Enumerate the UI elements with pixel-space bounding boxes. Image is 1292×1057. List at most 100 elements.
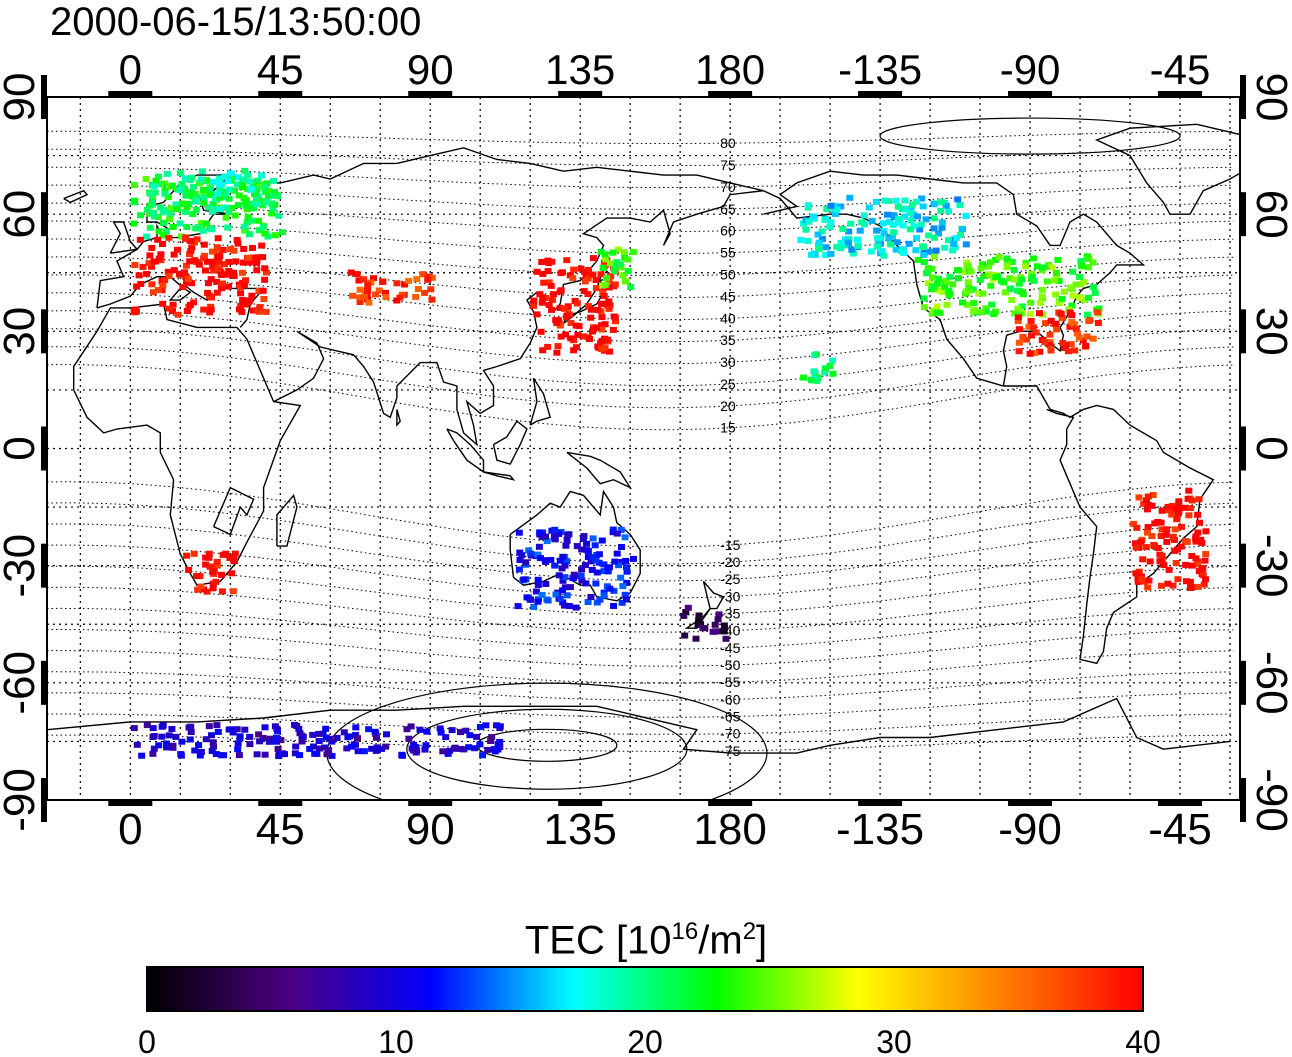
tec-cell bbox=[1037, 299, 1045, 306]
tec-cell bbox=[975, 290, 983, 297]
tec-cell bbox=[260, 296, 268, 302]
right-lat-label: -90 bbox=[1247, 768, 1292, 832]
tec-cell bbox=[1174, 503, 1182, 510]
tec-cell bbox=[1014, 318, 1022, 325]
tec-cell bbox=[209, 263, 217, 270]
tec-cell bbox=[522, 559, 530, 566]
magnetic-contour bbox=[47, 256, 1234, 299]
left-lat-label: -30 bbox=[0, 534, 44, 598]
tec-cell bbox=[148, 263, 155, 270]
tec-cell bbox=[191, 257, 199, 264]
tec-cell bbox=[165, 234, 173, 241]
lat-tick-bar bbox=[41, 778, 47, 822]
tec-cell bbox=[587, 314, 595, 321]
tec-cell bbox=[1008, 297, 1016, 303]
tec-cell bbox=[1185, 487, 1193, 494]
tec-cell bbox=[577, 573, 585, 579]
tec-cell bbox=[930, 234, 938, 241]
tec-cell bbox=[1047, 347, 1055, 354]
tec-cell bbox=[563, 558, 571, 565]
tec-cell bbox=[213, 558, 221, 565]
tec-cell bbox=[148, 281, 156, 288]
tec-cell bbox=[240, 282, 248, 289]
tec-cell bbox=[1067, 284, 1075, 291]
tec-cell bbox=[130, 725, 138, 732]
tec-cell bbox=[1162, 531, 1170, 538]
tec-cell bbox=[1285, 733, 1292, 739]
tec-cell bbox=[592, 277, 600, 284]
lat-tick-bar bbox=[1240, 75, 1246, 119]
tec-cell bbox=[213, 244, 221, 251]
tec-cell bbox=[618, 599, 626, 606]
tec-cell bbox=[360, 748, 368, 755]
tec-cell bbox=[165, 732, 173, 739]
tec-cell bbox=[215, 259, 223, 266]
tec-cell bbox=[315, 730, 323, 737]
lon-tick-bar bbox=[108, 800, 153, 806]
tec-cell bbox=[624, 268, 632, 275]
tec-cell bbox=[149, 725, 157, 732]
tec-cell bbox=[146, 224, 154, 231]
magnetic-contour bbox=[47, 502, 1234, 565]
tec-cell bbox=[177, 751, 185, 758]
lat-tick-bar bbox=[1240, 543, 1246, 588]
tec-cell bbox=[370, 275, 377, 282]
lon-tick-bar bbox=[408, 91, 453, 97]
tec-cell bbox=[562, 542, 570, 549]
contour-label: 55 bbox=[720, 245, 736, 261]
tec-cell bbox=[1026, 350, 1034, 357]
tec-cell bbox=[205, 204, 213, 211]
tec-cell bbox=[414, 286, 422, 293]
magnetic-contour bbox=[47, 130, 1234, 144]
tec-cell bbox=[845, 228, 853, 235]
tec-cell bbox=[889, 221, 897, 228]
tec-cell bbox=[538, 259, 546, 265]
tec-cell bbox=[182, 209, 190, 215]
tec-cell bbox=[1186, 578, 1194, 585]
tec-cell bbox=[1068, 312, 1076, 319]
tec-cell bbox=[910, 223, 918, 230]
tec-cell bbox=[149, 201, 157, 208]
tec-cell bbox=[933, 280, 941, 287]
tec-cell bbox=[895, 215, 902, 222]
frame-tick-bars bbox=[41, 75, 1246, 822]
tec-cell bbox=[807, 251, 815, 258]
tec-cell bbox=[206, 186, 214, 193]
left-lat-label: 0 bbox=[0, 436, 44, 460]
tec-cell bbox=[552, 591, 560, 598]
tec-cell bbox=[805, 218, 813, 225]
tec-cell bbox=[1078, 262, 1086, 269]
tec-region bbox=[680, 604, 730, 642]
tec-cell bbox=[231, 187, 239, 194]
tec-cell bbox=[354, 748, 362, 755]
tec-cell bbox=[241, 227, 249, 234]
tec-cell bbox=[147, 190, 155, 197]
tec-cell bbox=[151, 189, 159, 196]
tec-cell bbox=[457, 745, 465, 752]
tec-cell bbox=[895, 219, 903, 226]
tec-cell bbox=[543, 538, 551, 545]
tec-cell bbox=[597, 339, 605, 346]
contour-label: -20 bbox=[720, 554, 740, 570]
tec-cell bbox=[800, 374, 807, 381]
tec-cell bbox=[253, 267, 261, 274]
tec-cell bbox=[220, 188, 228, 195]
tec-cell bbox=[246, 733, 254, 740]
tec-cell bbox=[131, 197, 139, 204]
tec-cell bbox=[158, 733, 166, 740]
tec-cell bbox=[1247, 727, 1254, 733]
tec-cell bbox=[249, 245, 256, 251]
tec-cell bbox=[183, 552, 191, 559]
tec-cell bbox=[208, 748, 216, 754]
tec-cell bbox=[536, 291, 544, 298]
tec-cell bbox=[985, 271, 993, 278]
tec-cell bbox=[227, 170, 235, 177]
tec-cell bbox=[219, 280, 226, 287]
tec-cell bbox=[1059, 339, 1067, 346]
tec-cell bbox=[609, 526, 617, 533]
tec-cell bbox=[1090, 284, 1097, 291]
tec-cell bbox=[148, 244, 156, 251]
tec-cell bbox=[465, 744, 473, 751]
tec-cell bbox=[530, 603, 538, 610]
tec-cell bbox=[893, 239, 901, 246]
